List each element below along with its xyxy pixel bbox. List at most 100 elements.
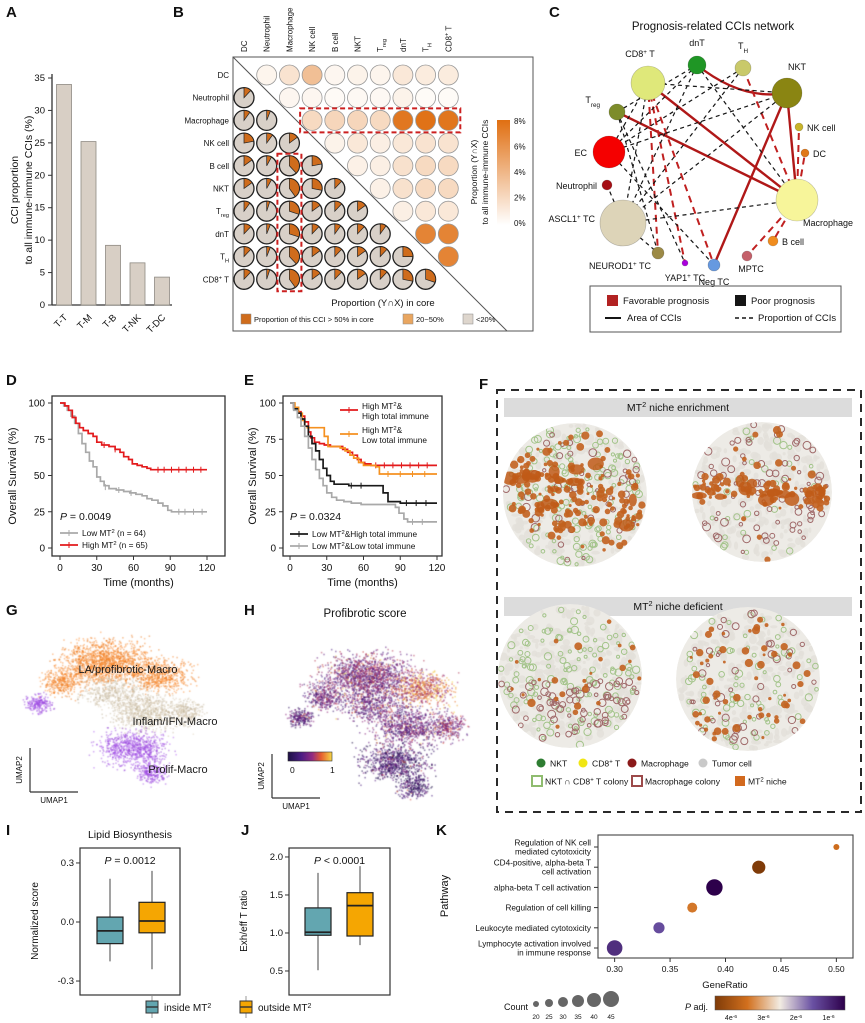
- edge-dash-black: [622, 82, 649, 224]
- padj-tick: 3e-6: [757, 1014, 769, 1023]
- core-legend-title: Proportion (Y∩X) in core: [331, 298, 434, 309]
- panel-a-svg: 0 5 10 15 20 25 30 35 CCI proportion to all immun…: [9, 73, 172, 336]
- pie-slice: [311, 178, 323, 191]
- tissue-core-deficient-left: [498, 604, 642, 748]
- proportion-circle: [392, 200, 414, 222]
- count-legend-dot: [572, 995, 584, 1007]
- panel-c-label: C: [549, 4, 560, 21]
- proportion-circle: [392, 110, 414, 131]
- header-enrichment: MT2 niche enrichment: [627, 400, 729, 415]
- panel-g-umap: LA/profibrotic-Macro Inflam/IFN-Macro Prol…: [0, 600, 245, 825]
- legend-dot-1: [578, 758, 588, 768]
- y-tick-label: 5: [40, 268, 45, 279]
- y-axis-title: Pathway: [439, 874, 451, 917]
- proportion-circle: [279, 64, 300, 86]
- count-legend-title: Count: [504, 1002, 529, 1012]
- pie-slice: [334, 246, 343, 258]
- y-tick-label: 2.0: [270, 852, 283, 863]
- pie-slice: [357, 200, 367, 212]
- row-label: B cell: [209, 162, 229, 171]
- x-tick-label: 0.40: [717, 964, 734, 974]
- y-axis-title: Overall Survival (%): [247, 427, 259, 524]
- proportion-circle: [415, 223, 437, 245]
- proportion-circle: [369, 155, 391, 177]
- proportion-circle: [415, 155, 437, 177]
- y-axis-title: Normalized score: [30, 882, 41, 960]
- box-1: [346, 892, 374, 937]
- x-cat-label: T-NK: [121, 312, 145, 336]
- cluster-label: Prolif-Macro: [148, 764, 208, 776]
- node-label-NKT: NKT: [788, 62, 807, 72]
- x-tick-label: 0: [57, 563, 63, 574]
- pie-slice: [289, 178, 300, 198]
- pathway-dot-4: [653, 922, 665, 934]
- node-Neutrophil: [601, 179, 613, 191]
- node-DC: [800, 148, 810, 158]
- padj-tick: 1e-6: [822, 1014, 834, 1023]
- pie-slice: [266, 155, 272, 166]
- edge-dash-red: [647, 82, 715, 266]
- node-label-MPTC: MPTC: [738, 264, 764, 274]
- bar-T-DC: [154, 276, 170, 306]
- y-tick-label: 1.0: [270, 928, 283, 939]
- legend-label: Low MT2&Low total immune: [312, 541, 416, 551]
- legend-label: High MT2&: [362, 401, 403, 411]
- proportion-circle: [369, 132, 391, 154]
- pie-slice: [266, 200, 271, 212]
- x-tick-label: 60: [128, 563, 140, 574]
- col-label: Neutrophil: [263, 15, 272, 52]
- node-EC: [592, 135, 626, 169]
- proportion-circle: [324, 64, 346, 86]
- edge-dash-black: [616, 111, 659, 254]
- colorbar: [497, 120, 510, 225]
- proportion-circle: [347, 155, 368, 177]
- legend-favorable-swatch: [607, 295, 618, 306]
- proportion-circle: [392, 87, 414, 109]
- proportion-circle: [347, 132, 368, 154]
- count-legend-size: 30: [559, 1014, 567, 1021]
- pie-slice: [266, 132, 274, 145]
- node-label-ASCL1: ASCL1+ TC: [548, 214, 595, 225]
- header-enrichment-bar: [504, 398, 852, 417]
- proportion-circle: [392, 178, 414, 199]
- edge-dash-black: [647, 82, 788, 94]
- node-label-Macrophage: Macrophage: [803, 218, 853, 228]
- edge-dash-red: [647, 82, 686, 264]
- edge-dash-black: [608, 92, 788, 153]
- colorbar-tick: 2%: [514, 194, 526, 203]
- edge-solid-red: [712, 92, 789, 266]
- node-label-DC: DC: [813, 149, 826, 159]
- x-tick-label: 0: [287, 563, 293, 574]
- y-tick-label: 35: [34, 73, 45, 84]
- padj-tick: 4e-6: [725, 1014, 737, 1023]
- pie-slice: [334, 268, 343, 281]
- proportion-circle: [369, 110, 391, 131]
- panel-g-label: G: [6, 602, 18, 619]
- panel-b-label: B: [173, 4, 184, 21]
- tissue-core-enriched-right: [692, 422, 832, 562]
- y-axis-title: Exh/eff T ratio: [239, 890, 250, 952]
- panel-i-boxplot: 0.3 0.0 -0.3 Lipid Biosynthesis P = 0.0012 No…: [0, 820, 215, 1005]
- proportion-circle: [324, 110, 346, 131]
- plot-frame: [288, 847, 391, 996]
- proportion-circle: [392, 132, 414, 154]
- proportion-circle: [392, 155, 414, 177]
- y-tick-label: 0.5: [270, 966, 283, 977]
- proportion-circle: [437, 132, 459, 154]
- panel-e-svg: 0 25 50 75 100 0 30 60 90 120 Time (months) Overall…: [247, 395, 446, 589]
- edge-dash-black: [608, 67, 744, 153]
- edge-dash-black: [622, 64, 698, 224]
- panel-d-svg: 0 25 50 75 100 0 30 60 90 120 Time (months) Overall…: [7, 395, 226, 589]
- proportion-circle: [415, 110, 437, 131]
- pie-slice: [425, 268, 436, 283]
- pathway-dot-2: [706, 879, 723, 896]
- proportion-circle: [437, 110, 459, 131]
- pie-slice: [243, 110, 251, 122]
- panel-b-svg: DC DC Neutrophil Neutrophil Macrophage Macrop…: [185, 7, 534, 332]
- pie-slice: [243, 87, 252, 99]
- node-NKcell: [794, 122, 804, 132]
- y-tick-label: 10: [34, 235, 45, 246]
- legend-proportion-label: Proportion of CCIs: [758, 313, 836, 324]
- pie-slice: [311, 200, 321, 212]
- score-colorbar: [287, 751, 333, 762]
